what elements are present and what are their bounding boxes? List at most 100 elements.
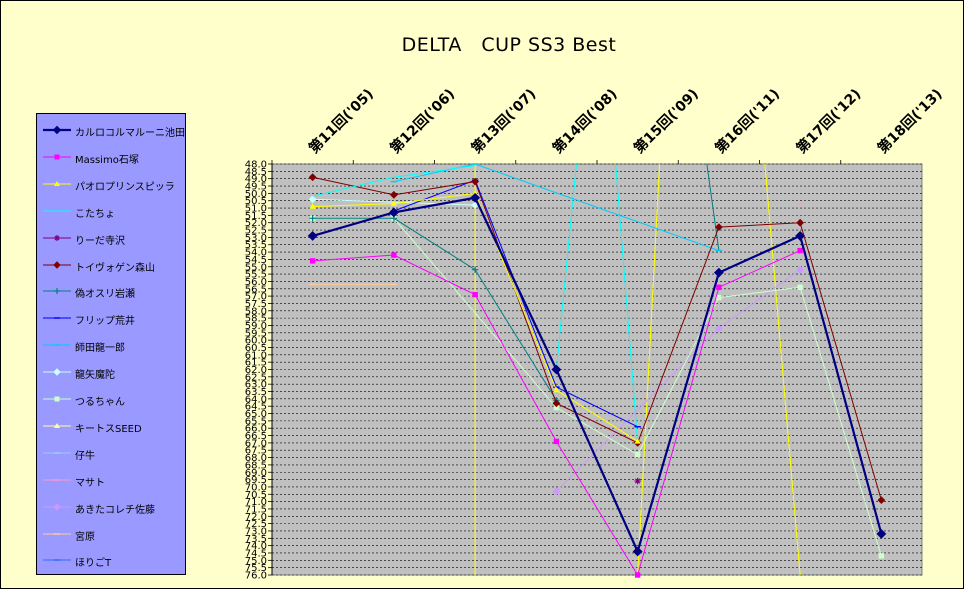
data-point (553, 404, 560, 411)
data-point (54, 396, 60, 402)
y-tick-label: 74.0 (245, 541, 267, 552)
data-point (53, 260, 61, 269)
legend-item: つるちゃん (41, 391, 187, 408)
data-point (632, 546, 643, 557)
legend-swatch (43, 180, 71, 186)
data-point (390, 200, 398, 206)
data-point (470, 192, 481, 203)
series-segment (637, 163, 661, 576)
legend-item: Massimo石塚 (41, 149, 187, 166)
legend-item: ほりごT (41, 552, 187, 570)
y-tick-label: 50.5 (245, 196, 267, 207)
data-point (471, 177, 480, 186)
y-tick-label: 67.5 (245, 446, 267, 457)
data-point (471, 266, 479, 273)
data-point (309, 258, 316, 264)
series-segment (555, 163, 577, 370)
y-tick-label: 75.5 (245, 563, 267, 574)
legend-item: 龍矢魔陀 (41, 364, 187, 381)
series-lines (307, 163, 887, 578)
x-category-label: 第14回('08) (549, 85, 620, 156)
data-point (52, 125, 62, 135)
y-tick-label: 54.5 (245, 255, 267, 266)
y-tick-label: 63.5 (245, 387, 267, 398)
y-tick-label: 58.5 (245, 314, 267, 325)
y-tick-label: 68.0 (245, 453, 267, 464)
series-line (309, 215, 560, 404)
legend-label: ほりごT (75, 558, 112, 570)
legend-item: パオロプリンスピッラ (41, 176, 187, 193)
data-point (716, 284, 722, 290)
x-category-label: 第13回('07) (468, 85, 539, 156)
data-point (309, 203, 316, 209)
legend-label: マサト (75, 477, 105, 489)
data-point (54, 234, 60, 241)
data-point (716, 294, 722, 301)
legend-label: 偽オスリ岩瀬 (75, 289, 135, 301)
y-tick-label: 72.0 (245, 512, 267, 523)
legend-label: キートスSEED (75, 423, 142, 435)
series-segment (706, 163, 720, 251)
y-tick-label: 59.0 (245, 321, 267, 332)
legend-label: フリップ荒井 (75, 316, 135, 328)
y-tick-label: 56.5 (245, 284, 267, 295)
series-line (634, 477, 641, 485)
legend-label: パオロプリンスピッラ (75, 181, 175, 193)
series-line (312, 164, 476, 197)
legend-item: トイヴォゲン森山 (41, 257, 187, 274)
y-tick-label: 75.0 (245, 556, 267, 567)
x-category-label: 第12回('06) (387, 85, 458, 156)
legend-item: 宮原 (41, 526, 187, 543)
y-tick-label: 48.0 (245, 160, 267, 171)
legend-swatch (43, 368, 71, 376)
legend-item: マサト (41, 472, 187, 489)
y-tick-label: 66.0 (245, 424, 267, 435)
data-point (53, 368, 61, 376)
legend-swatch (43, 154, 71, 160)
y-tick-label: 48.5 (245, 167, 267, 178)
data-point (713, 267, 724, 278)
series-path (312, 176, 882, 501)
y-tick-label: 72.5 (245, 519, 267, 530)
legend-label: あきたコレチ佐藤 (75, 504, 155, 516)
series-line (390, 163, 723, 252)
data-point (714, 324, 723, 333)
legend-swatch (43, 478, 71, 481)
data-point (634, 451, 641, 458)
y-tick-label: 76.0 (245, 571, 267, 582)
legend-swatch (43, 422, 71, 428)
legend-swatch (43, 288, 71, 295)
y-tick-label: 66.5 (245, 431, 267, 442)
y-tick-label: 51.0 (245, 204, 267, 215)
y-tick-label: 54.0 (245, 248, 267, 259)
y-tick-label: 71.5 (245, 504, 267, 515)
series-line (309, 247, 803, 578)
y-tick-label: 73.5 (245, 534, 267, 545)
series-line (552, 265, 805, 496)
legend-item: こたちょ (41, 203, 187, 220)
gridlines (272, 163, 922, 576)
y-tick-label: 62.5 (245, 372, 267, 383)
y-tick-label: 55.0 (245, 262, 267, 273)
legend-swatch (43, 317, 71, 320)
data-point (796, 218, 805, 227)
data-point (308, 195, 317, 204)
legend-label: カルロコルマルーニ池田 (75, 128, 185, 139)
legend-item: 偽オスリ岩瀬 (41, 283, 187, 301)
data-point (391, 252, 397, 258)
data-point (388, 207, 399, 218)
legend-label: りーだ寺沢 (75, 235, 125, 247)
y-tick-label: 53.5 (245, 240, 267, 251)
y-tick-label: 51.5 (245, 211, 267, 222)
y-tick-label: 57.0 (245, 292, 267, 303)
data-point (54, 288, 60, 295)
y-tick-label: 73.0 (245, 526, 267, 537)
data-point (472, 291, 478, 298)
legend-swatch (43, 559, 71, 562)
data-point (309, 215, 316, 222)
data-point (552, 487, 561, 496)
y-tick-label: 62.0 (245, 365, 267, 376)
legend-swatch (43, 210, 71, 212)
legend-item: 仔牛 (41, 445, 187, 462)
legend-item: あきたコレチ佐藤 (41, 499, 187, 516)
